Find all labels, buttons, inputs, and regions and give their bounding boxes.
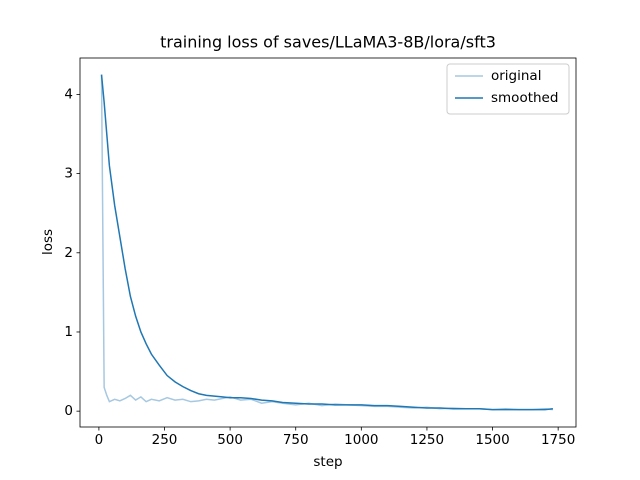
axes-frame: [79, 57, 577, 428]
x-tick-label: 1000: [344, 432, 378, 448]
x-tick-label: 1500: [475, 432, 509, 448]
x-tick-label: 250: [152, 432, 178, 448]
y-tick-label: 3: [64, 166, 73, 182]
legend-label: original: [491, 68, 541, 84]
y-tick-label: 4: [64, 86, 73, 102]
x-tick-label: 1250: [410, 432, 444, 448]
legend-label: smoothed: [491, 90, 558, 106]
line-series: [100, 74, 553, 411]
y-tick-label: 1: [64, 324, 73, 340]
chart-title: training loss of saves/LLaMA3-8B/lora/sf…: [160, 33, 496, 52]
x-tick-label: 750: [283, 432, 309, 448]
x-tick-label: 500: [217, 432, 243, 448]
x-tick-label: 1750: [541, 432, 575, 448]
x-axis-label: step: [313, 454, 342, 470]
y-tick-label: 2: [64, 245, 73, 261]
line-series: [100, 74, 553, 411]
y-axis-label: loss: [40, 229, 56, 255]
x-tick-label: 0: [95, 432, 104, 448]
y-tick-label: 0: [64, 403, 73, 419]
